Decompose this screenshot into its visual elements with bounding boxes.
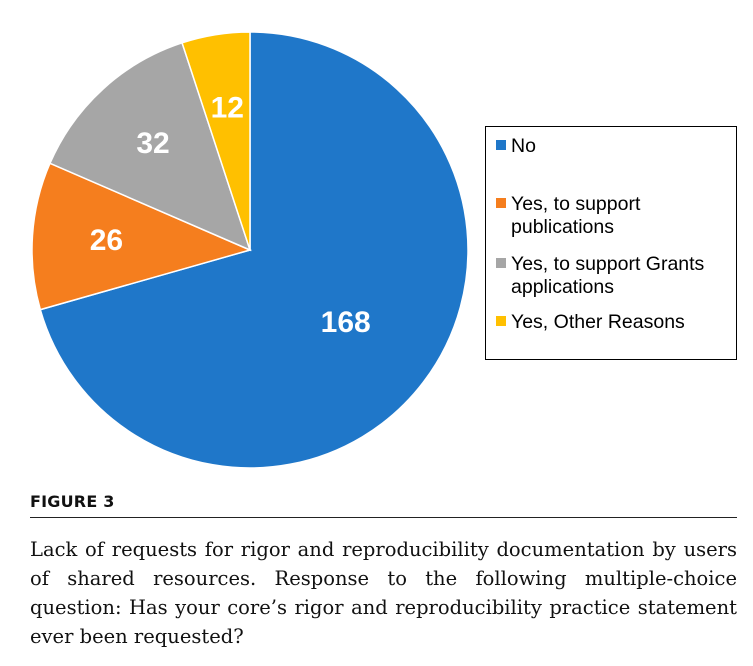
legend-swatch-no (496, 140, 506, 150)
legend-label-publications-line1: Yes, to support (511, 193, 641, 215)
legend-label-other: Yes, Other Reasons (511, 311, 685, 333)
legend-label-grants-line1: Yes, to support Grants (511, 253, 705, 275)
legend-swatch-other (496, 316, 506, 326)
legend-entry-publications: Yes, to support publications (496, 193, 734, 239)
legend-swatch-grants (496, 258, 506, 268)
pie-slice-grants (49, 41, 252, 252)
pie-slice-no (39, 31, 469, 469)
legend-swatch-publications (496, 198, 506, 208)
legend-label-no: No (511, 135, 536, 157)
pie-chart: 168 26 32 12 (31, 31, 469, 469)
figure-label: FIGURE 3 (30, 492, 115, 511)
legend-label-publications-line2: publications (511, 216, 614, 238)
pie-slice-other (181, 31, 251, 251)
legend-entry-no: No (496, 135, 734, 158)
pie-label-no: 168 (321, 306, 371, 339)
pie-label-publications: 26 (90, 224, 123, 257)
figure-divider (30, 517, 737, 518)
figure-caption: Lack of requests for rigor and reproduci… (30, 538, 737, 648)
pie-label-grants: 32 (136, 127, 169, 160)
chart-legend: No Yes, to support publications Yes, to … (485, 126, 737, 360)
pie-slice-publications (31, 162, 253, 311)
legend-entry-other: Yes, Other Reasons (496, 311, 734, 334)
legend-label-grants-line2: applications (511, 276, 614, 298)
pie-label-other: 12 (211, 91, 244, 124)
legend-entry-grants: Yes, to support Grants applications (496, 253, 734, 299)
